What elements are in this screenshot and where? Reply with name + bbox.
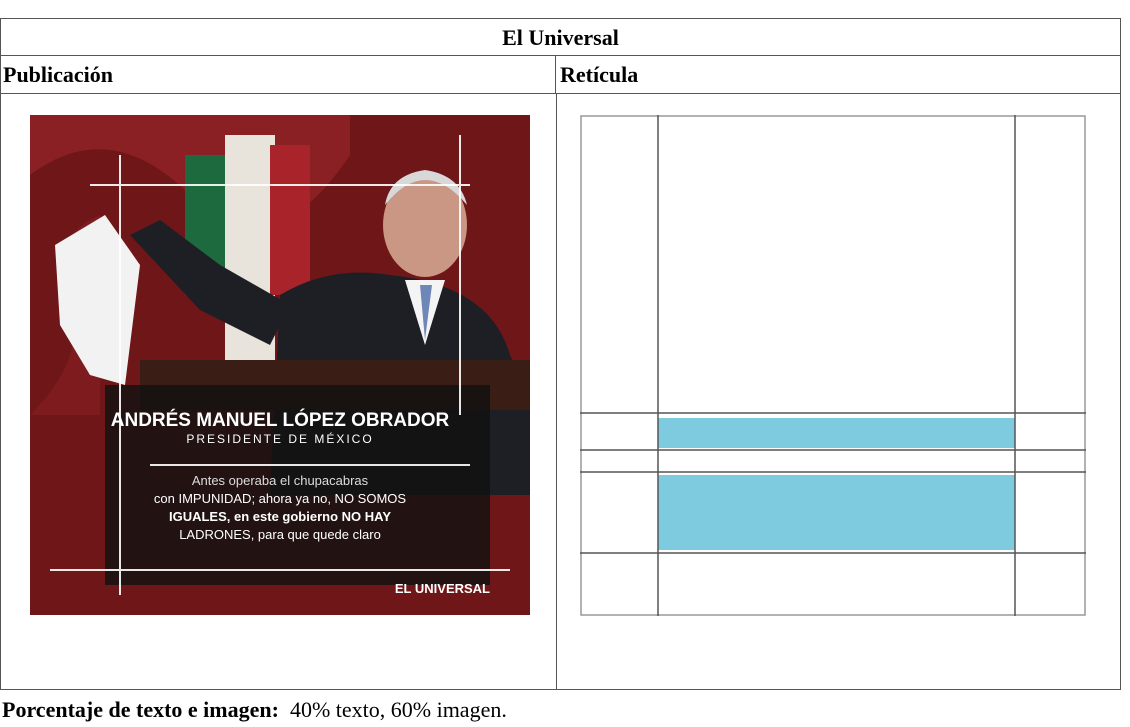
publication-image: ANDRÉS MANUEL LÓPEZ OBRADOR PRESIDENTE D…: [30, 115, 530, 615]
footer-text: 40% texto, 60% imagen.: [289, 697, 507, 722]
column-header: Publicación: [1, 56, 556, 94]
column-divider: [556, 94, 557, 689]
footer-label: Porcentaje de texto e imagen:: [2, 697, 279, 722]
grid-diagram: [580, 115, 1086, 616]
overlay-quote: Antes operaba el chupacabras: [192, 473, 369, 488]
overlay-quote: LADRONES, para que quede claro: [179, 527, 381, 542]
text-block: [658, 475, 1015, 550]
overlay-quote: IGUALES, en este gobierno NO HAY: [169, 509, 391, 524]
overlay-quote: con IMPUNIDAD; ahora ya no, NO SOMOS: [154, 491, 406, 506]
overlay-name: ANDRÉS MANUEL LÓPEZ OBRADOR: [111, 409, 450, 431]
table-title: El Universal: [1, 19, 1120, 56]
footer: Porcentaje de texto e imagen: 40% texto,…: [2, 697, 507, 723]
table: El Universal Publicación Retícula: [0, 18, 1121, 690]
overlay-role: PRESIDENTE DE MÉXICO: [186, 431, 373, 446]
text-block: [658, 418, 1015, 448]
column-header: Retícula: [556, 56, 1120, 94]
overlay-brand: EL UNIVERSAL: [395, 581, 490, 596]
